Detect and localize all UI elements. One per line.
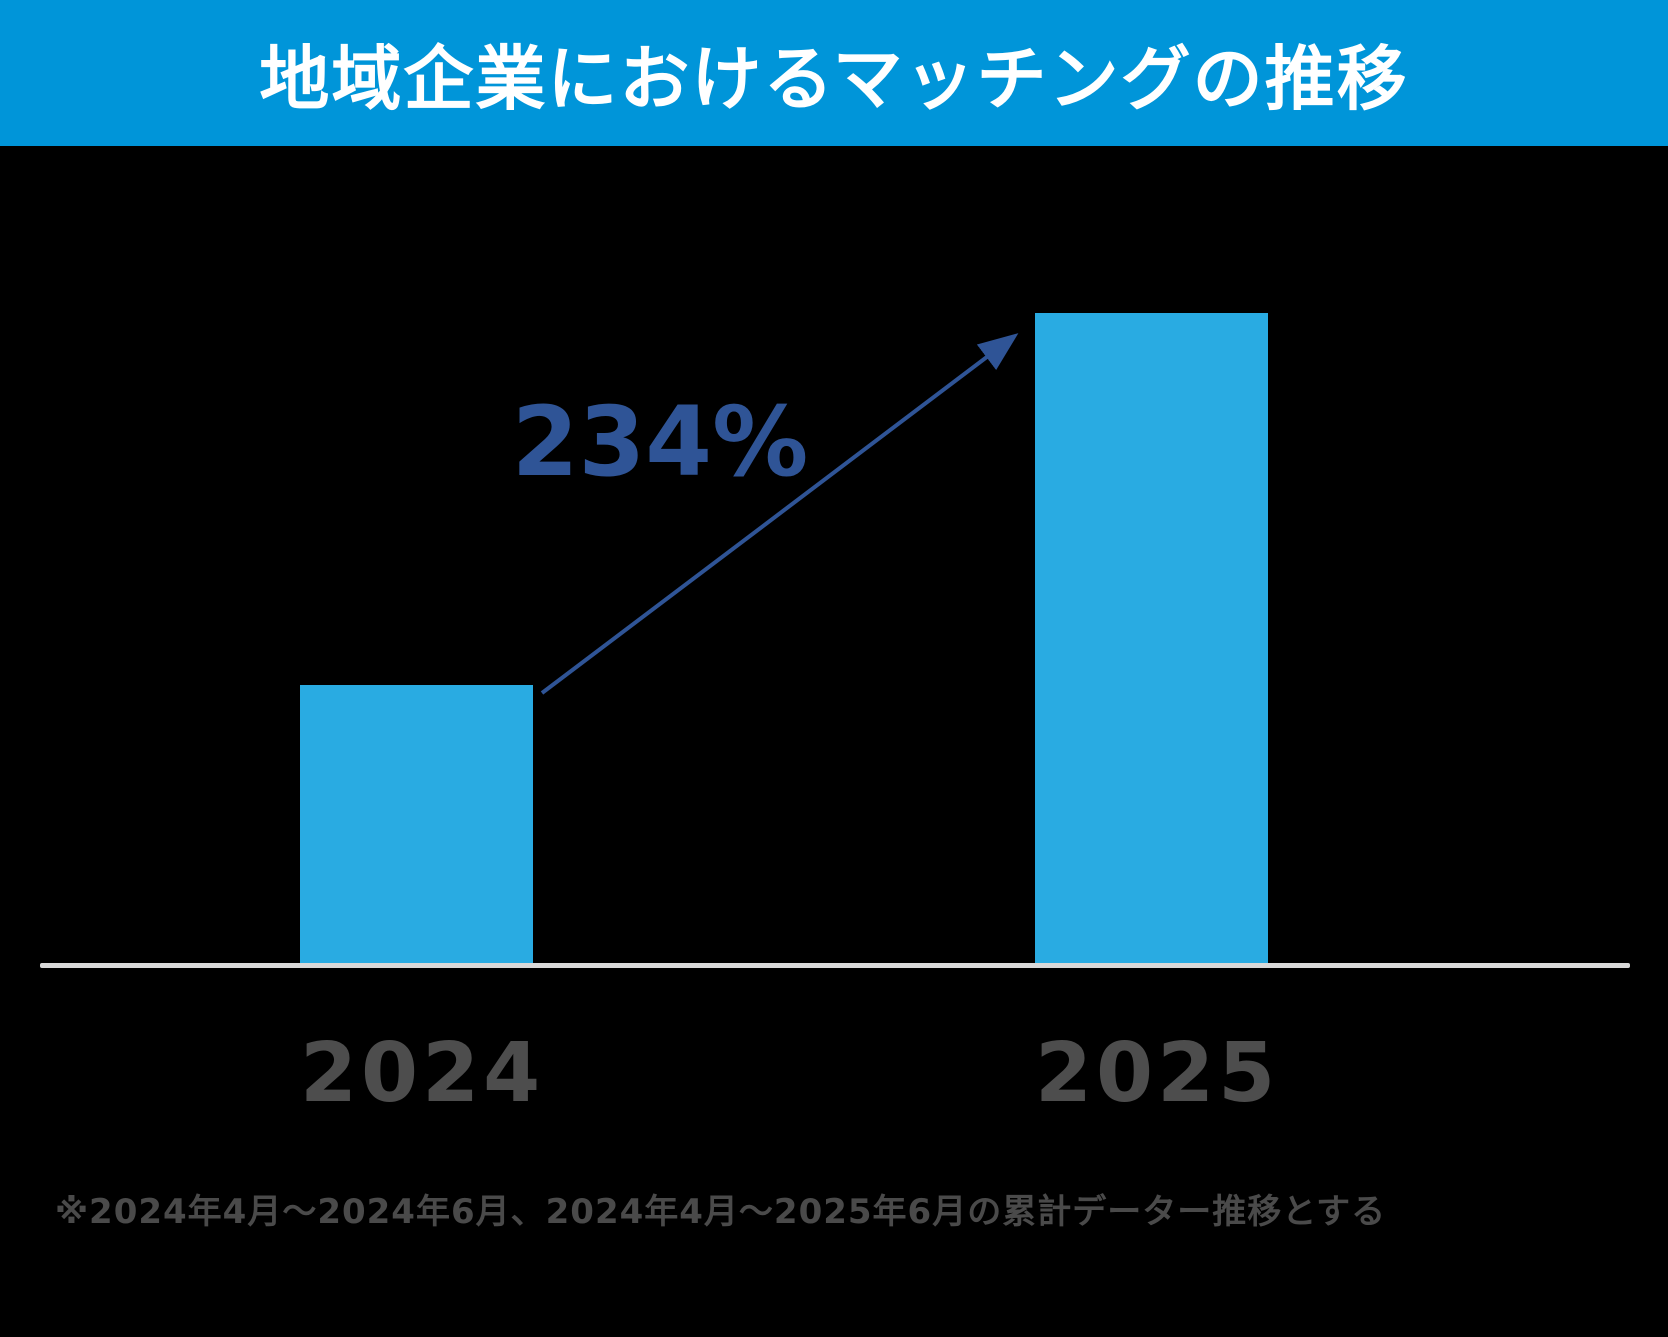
- chart-header: 地域企業におけるマッチングの推移: [0, 0, 1668, 146]
- growth-percentage-label: 234%: [511, 386, 809, 498]
- bar-2025: [1035, 313, 1268, 963]
- x-axis-line: [40, 963, 1630, 968]
- x-tick-2025: 2025: [1035, 1026, 1280, 1121]
- growth-arrow: [540, 333, 1019, 695]
- bar-2024: [300, 685, 533, 963]
- x-tick-2024: 2024: [300, 1026, 545, 1121]
- chart-title: 地域企業におけるマッチングの推移: [259, 37, 1409, 120]
- footnote-text: ※2024年4月～2024年6月、2024年4月～2025年6月の累計データー推…: [55, 1192, 1387, 1232]
- bar-chart: 234% 2024 2025 ※2024年4月～2024年6月、2024年4月～…: [0, 146, 1668, 1337]
